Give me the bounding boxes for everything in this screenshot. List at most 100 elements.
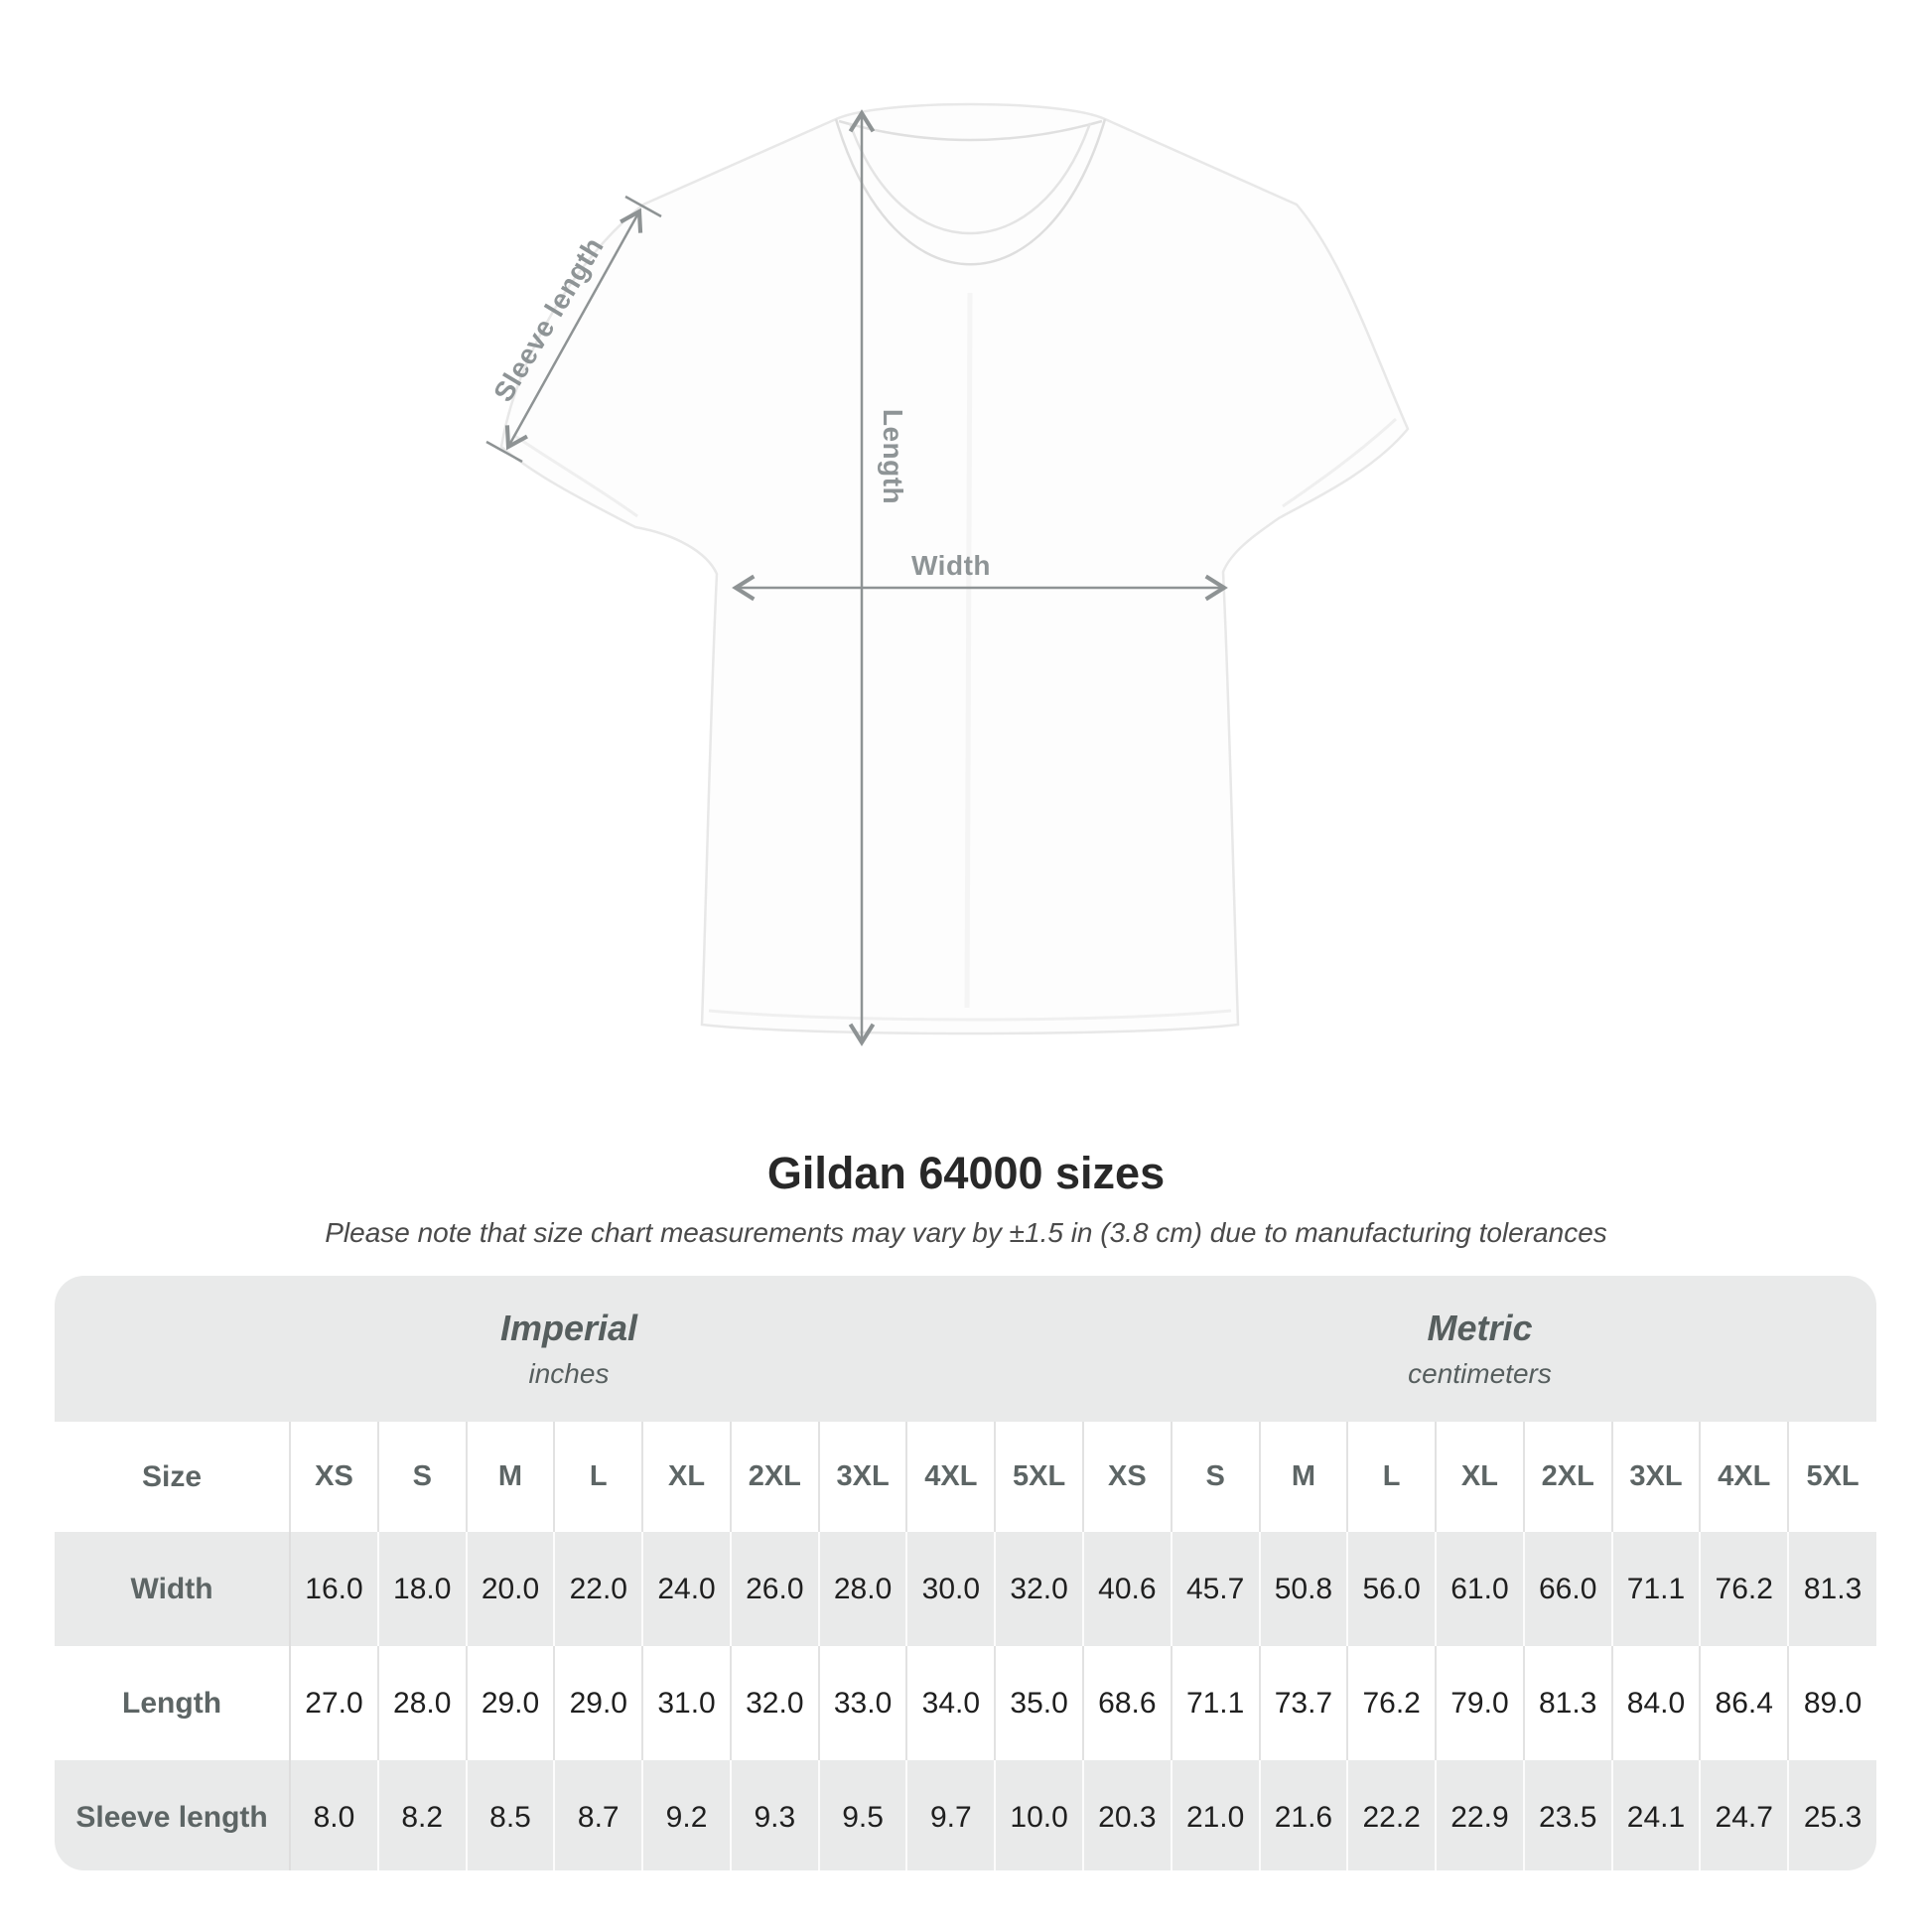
table-cell: 8.5 bbox=[465, 1760, 555, 1870]
table-cell: 71.1 bbox=[1610, 1532, 1701, 1646]
table-cell: 45.7 bbox=[1170, 1532, 1260, 1646]
table-cell: 73.7 bbox=[1258, 1646, 1348, 1760]
table-cell: 31.0 bbox=[641, 1646, 731, 1760]
table-cell: 8.7 bbox=[553, 1760, 643, 1870]
size-table-grid: Imperial inches Metric centimeters Size … bbox=[55, 1276, 1876, 1870]
table-cell: 25.3 bbox=[1787, 1760, 1876, 1870]
table-cell: 9.7 bbox=[905, 1760, 996, 1870]
table-cell: 76.2 bbox=[1699, 1532, 1789, 1646]
table-cell: 29.0 bbox=[553, 1646, 643, 1760]
table-cell: 40.6 bbox=[1081, 1532, 1172, 1646]
table-cell: 8.2 bbox=[376, 1760, 467, 1870]
table-cell: 35.0 bbox=[994, 1646, 1083, 1760]
table-cell: 9.5 bbox=[817, 1760, 907, 1870]
table-cell: 84.0 bbox=[1610, 1646, 1701, 1760]
collar-inner-edge bbox=[848, 122, 1092, 235]
table-cell: 89.0 bbox=[1787, 1646, 1876, 1760]
size-header: 4XL bbox=[1699, 1422, 1789, 1532]
sleeve-arrow-top-tick bbox=[624, 195, 662, 218]
size-header: XS bbox=[1081, 1422, 1172, 1532]
imperial-group-header: Imperial inches bbox=[55, 1276, 1083, 1422]
table-cell: 30.0 bbox=[905, 1532, 996, 1646]
sleeve-length-arrow bbox=[504, 207, 643, 451]
table-cell: 26.0 bbox=[729, 1532, 819, 1646]
size-table: Imperial inches Metric centimeters Size … bbox=[55, 1276, 1876, 1870]
sleeve-length-row: Sleeve length 8.0 8.2 8.5 8.7 9.2 9.3 9.… bbox=[55, 1760, 1876, 1870]
table-cell: 34.0 bbox=[905, 1646, 996, 1760]
table-cell: 81.3 bbox=[1522, 1646, 1612, 1760]
unit-group-row: Imperial inches Metric centimeters bbox=[55, 1276, 1876, 1422]
size-header: M bbox=[465, 1422, 555, 1532]
table-cell: 79.0 bbox=[1435, 1646, 1524, 1760]
imperial-group-label: Imperial bbox=[499, 1308, 638, 1348]
table-cell: 76.2 bbox=[1346, 1646, 1437, 1760]
table-cell: 28.0 bbox=[376, 1646, 467, 1760]
table-cell: 81.3 bbox=[1787, 1532, 1876, 1646]
size-header-row: Size XS S M L XL 2XL 3XL 4XL 5XL XS S M … bbox=[55, 1422, 1876, 1532]
table-cell: 66.0 bbox=[1522, 1532, 1612, 1646]
table-cell: 22.9 bbox=[1435, 1760, 1524, 1870]
table-cell: 24.1 bbox=[1610, 1760, 1701, 1870]
size-header: S bbox=[1170, 1422, 1260, 1532]
table-cell: 24.0 bbox=[641, 1532, 731, 1646]
tshirt-outline bbox=[499, 102, 1410, 1035]
table-cell: 20.0 bbox=[465, 1532, 555, 1646]
metric-group-label: Metric bbox=[1427, 1308, 1533, 1348]
length-dimension-label: Length bbox=[878, 408, 908, 505]
table-cell: 9.3 bbox=[729, 1760, 819, 1870]
size-header: M bbox=[1258, 1422, 1348, 1532]
table-cell: 18.0 bbox=[376, 1532, 467, 1646]
row-label-width: Width bbox=[130, 1572, 213, 1605]
size-header: XS bbox=[289, 1422, 378, 1532]
table-cell: 61.0 bbox=[1435, 1532, 1524, 1646]
table-cell: 86.4 bbox=[1699, 1646, 1789, 1760]
table-cell: 22.0 bbox=[553, 1532, 643, 1646]
imperial-group-unit: inches bbox=[528, 1358, 610, 1389]
table-cell: 29.0 bbox=[465, 1646, 555, 1760]
size-header: XL bbox=[641, 1422, 731, 1532]
metric-group-header: Metric centimeters bbox=[1083, 1276, 1876, 1422]
width-dimension-label: Width bbox=[911, 550, 991, 581]
size-header: S bbox=[376, 1422, 467, 1532]
size-header: L bbox=[553, 1422, 643, 1532]
size-header: 5XL bbox=[1787, 1422, 1876, 1532]
table-cell: 32.0 bbox=[729, 1646, 819, 1760]
tolerance-note: Please note that size chart measurements… bbox=[325, 1217, 1607, 1248]
table-cell: 10.0 bbox=[994, 1760, 1083, 1870]
table-cell: 56.0 bbox=[1346, 1532, 1437, 1646]
table-cell: 16.0 bbox=[289, 1532, 378, 1646]
page-title: Gildan 64000 sizes bbox=[766, 1148, 1166, 1198]
table-cell: 20.3 bbox=[1081, 1760, 1172, 1870]
table-cell: 24.7 bbox=[1699, 1760, 1789, 1870]
sleeve-arrow-bottom-tick bbox=[485, 440, 523, 464]
table-cell: 71.1 bbox=[1170, 1646, 1260, 1760]
size-header: 2XL bbox=[729, 1422, 819, 1532]
table-cell: 21.0 bbox=[1170, 1760, 1260, 1870]
table-cell: 8.0 bbox=[289, 1760, 378, 1870]
center-crease bbox=[964, 292, 973, 1009]
size-header: 3XL bbox=[817, 1422, 907, 1532]
table-cell: 27.0 bbox=[289, 1646, 378, 1760]
table-cell: 50.8 bbox=[1258, 1532, 1348, 1646]
table-cell: 23.5 bbox=[1522, 1760, 1612, 1870]
size-header: 5XL bbox=[994, 1422, 1083, 1532]
table-cell: 9.2 bbox=[641, 1760, 731, 1870]
size-header: XL bbox=[1435, 1422, 1524, 1532]
table-cell: 32.0 bbox=[994, 1532, 1083, 1646]
size-column-header: Size bbox=[142, 1459, 203, 1493]
size-header: L bbox=[1346, 1422, 1437, 1532]
right-sleeve-hem-stitch bbox=[1282, 417, 1398, 508]
bottom-hem-stitch bbox=[708, 1009, 1232, 1022]
table-cell: 21.6 bbox=[1258, 1760, 1348, 1870]
table-cell: 33.0 bbox=[817, 1646, 907, 1760]
tshirt-diagram bbox=[485, 102, 1410, 1046]
size-header: 2XL bbox=[1522, 1422, 1612, 1532]
length-row: Length 27.0 28.0 29.0 29.0 31.0 32.0 33.… bbox=[55, 1646, 1876, 1760]
row-label-sleeve-length: Sleeve length bbox=[75, 1800, 268, 1834]
table-cell: 28.0 bbox=[817, 1532, 907, 1646]
table-cell: 68.6 bbox=[1081, 1646, 1172, 1760]
width-row: Width 16.0 18.0 20.0 22.0 24.0 26.0 28.0… bbox=[55, 1532, 1876, 1646]
table-cell: 22.2 bbox=[1346, 1760, 1437, 1870]
size-header: 4XL bbox=[905, 1422, 996, 1532]
